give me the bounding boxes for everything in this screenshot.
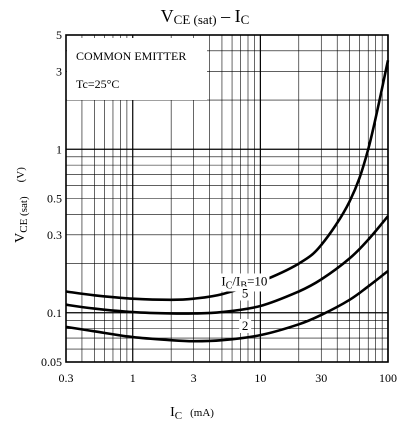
series-label-part: I — [221, 273, 225, 288]
y-label-unit: (V) — [15, 167, 27, 183]
y-tick-label: 1 — [56, 142, 62, 156]
x-tick-label: 10 — [254, 371, 266, 385]
series-label-part: / — [232, 273, 236, 288]
tick-labels: 0.3 1 3 10 30 100 0.05 0.1 0.3 0.5 1 3 5 — [41, 28, 397, 385]
y-tick-label: 0.1 — [47, 306, 62, 320]
x-tick-label: 1 — [130, 371, 136, 385]
series-label-bg — [239, 286, 252, 301]
series-label-part: C — [226, 280, 233, 291]
title-i: I — [235, 6, 241, 26]
title-sep: – — [217, 6, 235, 26]
series-label-5: 5 — [242, 286, 249, 301]
x-tick-label: 3 — [191, 371, 197, 385]
title-ce-sat: CE (sat) — [174, 12, 217, 27]
series-label-part: = — [247, 273, 254, 288]
y-label-v: V — [13, 233, 28, 243]
axes — [65, 34, 389, 363]
series-label-part: I — [236, 273, 240, 288]
series-line-5 — [65, 215, 390, 315]
series-label-part: B — [240, 280, 247, 291]
y-label-ce-sat: CE (sat) — [18, 196, 30, 233]
y-tick-label: 5 — [56, 28, 62, 42]
annotation-common-emitter: COMMON EMITTER — [76, 49, 186, 63]
x-label-unit: (mA) — [190, 407, 214, 419]
x-tick-label: 0.3 — [59, 371, 74, 385]
x-label-i: I — [170, 405, 175, 420]
y-tick-label: 0.05 — [41, 355, 62, 369]
title-v: V — [161, 6, 174, 26]
series-label-10-bg — [219, 273, 270, 292]
y-axis-label: VCE (sat) (V) — [13, 167, 30, 243]
x-tick-label: 100 — [379, 371, 397, 385]
x-tick-label: 30 — [315, 371, 327, 385]
y-tick-label: 3 — [56, 64, 62, 78]
series-label-part: 10 — [254, 273, 267, 288]
plot-frame — [65, 34, 389, 363]
series-label-bg — [239, 318, 252, 333]
x-label-c: C — [175, 410, 182, 422]
series-label-10: IC/IB=10 — [221, 273, 267, 291]
series-label-2: 2 — [242, 318, 249, 333]
chart-title: VCE (sat) – IC — [161, 6, 250, 27]
series-line-2 — [65, 269, 389, 343]
title-c: C — [241, 12, 250, 27]
annotation-box — [67, 38, 207, 100]
x-axis-label: IC (mA) — [170, 405, 214, 422]
y-tick-label: 0.5 — [47, 192, 62, 206]
y-tick-label: 0.3 — [47, 228, 62, 242]
annotation-temperature: Tc=25°C — [76, 77, 119, 91]
